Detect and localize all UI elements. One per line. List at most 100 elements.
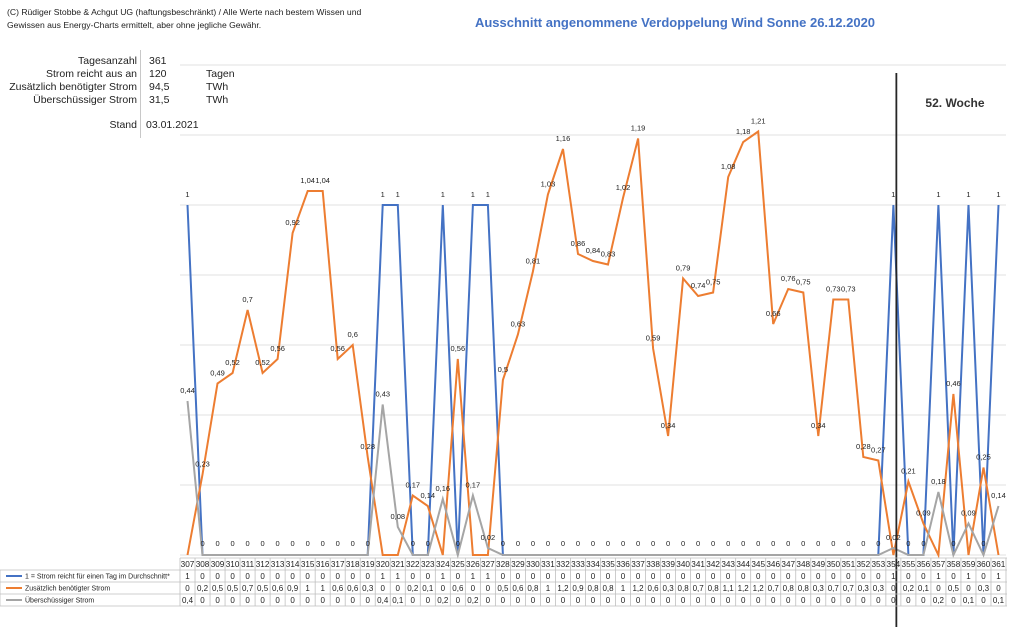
table-cell: 0	[320, 596, 325, 605]
data-label: 0,74	[691, 281, 706, 290]
table-cell: 0,5	[257, 584, 269, 593]
table-cell: 0	[381, 584, 386, 593]
table-cell: 0	[666, 596, 671, 605]
data-label: 0,46	[946, 379, 961, 388]
data-label: 0,73	[841, 285, 856, 294]
table-cell: 0,9	[572, 584, 584, 593]
x-tick-label: 311	[241, 560, 254, 569]
data-label: 0	[831, 539, 835, 548]
data-label: 0	[531, 539, 535, 548]
x-tick-label: 360	[977, 560, 991, 569]
data-label: 0	[261, 539, 265, 548]
table-cell: 0	[275, 572, 280, 581]
x-tick-label: 320	[376, 560, 390, 569]
table-cell: 0	[801, 596, 806, 605]
data-label: 0	[861, 539, 865, 548]
x-tick-label: 349	[811, 560, 825, 569]
x-tick-label: 322	[406, 560, 420, 569]
table-cell: 0	[771, 596, 776, 605]
data-label: 1	[936, 190, 940, 199]
data-label: 0,75	[796, 278, 811, 287]
x-tick-label: 354	[887, 560, 901, 569]
legend-label-0: 1 = Strom reicht für einen Tag im Durchs…	[25, 574, 170, 581]
table-cell: 0	[245, 572, 250, 581]
stat-label-date: Stand	[109, 119, 137, 131]
table-cell: 0	[756, 596, 761, 605]
table-cell: 0	[756, 572, 761, 581]
table-cell: 0	[215, 596, 220, 605]
data-label: 0,17	[405, 481, 420, 490]
table-cell: 0	[651, 572, 656, 581]
table-cell: 1	[621, 584, 626, 593]
table-cell: 0	[681, 596, 686, 605]
table-cell: 1,2	[738, 584, 750, 593]
x-tick-label: 342	[706, 560, 720, 569]
table-cell: 1	[320, 584, 325, 593]
stat-label-days: Tagesanzahl	[78, 55, 137, 67]
table-cell: 0	[666, 572, 671, 581]
table-cell: 0	[891, 584, 896, 593]
x-tick-label: 343	[721, 560, 735, 569]
x-tick-label: 348	[796, 560, 810, 569]
table-cell: 0	[486, 596, 491, 605]
table-cell: 0	[876, 596, 881, 605]
data-label: 0	[726, 539, 730, 548]
table-cell: 0	[350, 596, 355, 605]
table-cell: 1	[185, 572, 190, 581]
data-label: 0,56	[451, 344, 466, 353]
table-cell: 1	[546, 584, 551, 593]
series-line-2	[186, 400, 1000, 559]
table-cell: 0	[741, 572, 746, 581]
table-cell: 0	[966, 584, 971, 593]
data-label: 0,02	[886, 533, 901, 542]
data-label: 0	[771, 539, 775, 548]
x-tick-label: 344	[736, 560, 750, 569]
data-label: 0	[426, 539, 430, 548]
table-cell: 0,7	[693, 584, 705, 593]
x-tick-label: 316	[316, 560, 330, 569]
data-label: 0	[591, 539, 595, 548]
table-cell: 0	[606, 572, 611, 581]
x-tick-label: 326	[466, 560, 480, 569]
x-tick-label: 357	[932, 560, 946, 569]
data-label: 0	[951, 539, 955, 548]
x-tick-label: 321	[391, 560, 405, 569]
table-cell: 0,7	[242, 584, 254, 593]
table-cell: 0,8	[602, 584, 614, 593]
table-cell: 0	[981, 596, 986, 605]
table-cell: 0	[951, 572, 956, 581]
data-label: 0	[741, 539, 745, 548]
table-cell: 0	[501, 572, 506, 581]
table-cell: 0,1	[392, 596, 404, 605]
table-cell: 0	[486, 584, 491, 593]
data-label: 1	[471, 190, 475, 199]
table-cell: 1	[486, 572, 491, 581]
stat-label-surplus: Überschüssiger Strom	[33, 94, 137, 106]
x-tick-label: 346	[766, 560, 780, 569]
table-cell: 0	[215, 572, 220, 581]
table-cell: 0	[861, 572, 866, 581]
table-cell: 0,1	[963, 596, 975, 605]
table-cell: 0	[906, 572, 911, 581]
data-label: 0,83	[601, 250, 616, 259]
data-label: 1	[966, 190, 970, 199]
table-cell: 0,5	[948, 584, 960, 593]
data-label: 1	[396, 190, 400, 199]
x-tick-label: 353	[872, 560, 886, 569]
table-cell: 0	[816, 596, 821, 605]
data-label: 0,52	[225, 358, 240, 367]
table-cell: 0,6	[512, 584, 524, 593]
table-cell: 0	[726, 596, 731, 605]
data-label: 0	[501, 539, 505, 548]
data-label: 0	[230, 539, 234, 548]
data-label: 0,09	[916, 509, 931, 518]
table-cell: 0,6	[648, 584, 660, 593]
stat-value-enough: 120	[149, 68, 167, 80]
data-label: 1,08	[721, 162, 736, 171]
table-cell: 0,8	[527, 584, 539, 593]
table-cell: 0	[786, 572, 791, 581]
data-label: 0,7	[242, 295, 252, 304]
data-label: 0	[456, 539, 460, 548]
data-label: 0,09	[961, 509, 976, 518]
table-cell: 1	[891, 572, 896, 581]
